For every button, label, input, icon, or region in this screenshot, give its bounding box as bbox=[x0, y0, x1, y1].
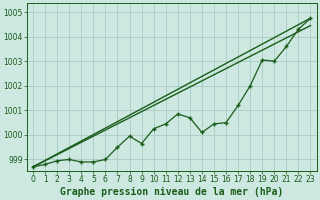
X-axis label: Graphe pression niveau de la mer (hPa): Graphe pression niveau de la mer (hPa) bbox=[60, 186, 284, 197]
